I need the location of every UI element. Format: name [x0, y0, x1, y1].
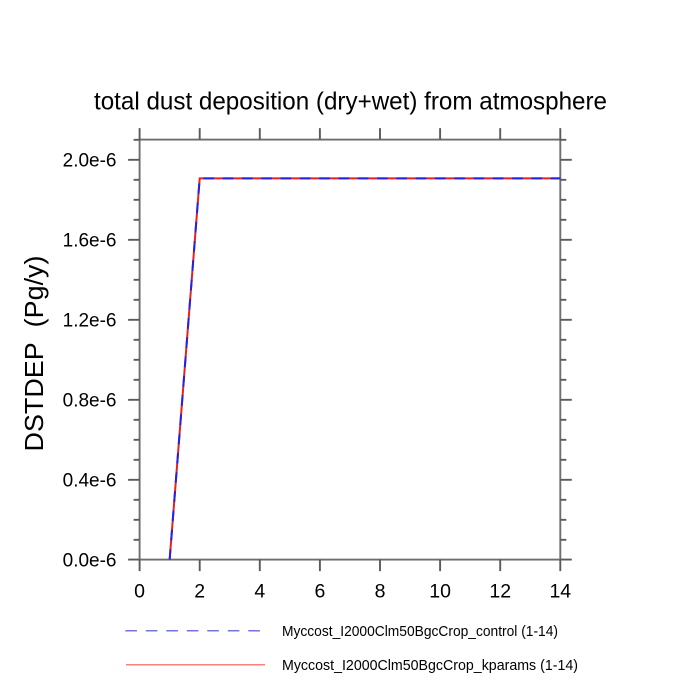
svg-text:12: 12: [489, 581, 511, 603]
svg-text:1.2e-6: 1.2e-6: [63, 311, 117, 332]
svg-text:Myccost_I2000Clm50BgcCrop_cont: Myccost_I2000Clm50BgcCrop_control (1-14): [282, 623, 558, 640]
svg-text:0.0e-6: 0.0e-6: [63, 551, 117, 572]
svg-text:8: 8: [375, 581, 386, 603]
svg-text:2: 2: [194, 581, 205, 603]
svg-text:2.0e-6: 2.0e-6: [63, 151, 117, 172]
svg-text:10: 10: [429, 581, 451, 603]
svg-text:6: 6: [314, 581, 325, 603]
svg-text:DSTDEP (Pg/y): DSTDEP (Pg/y): [21, 256, 49, 452]
svg-text:4: 4: [254, 581, 265, 603]
svg-text:0: 0: [134, 581, 145, 603]
svg-text:0.8e-6: 0.8e-6: [63, 391, 117, 412]
svg-text:0.4e-6: 0.4e-6: [63, 471, 117, 492]
svg-text:total dust deposition (dry+wet: total dust deposition (dry+wet) from atm…: [94, 88, 607, 116]
svg-text:14: 14: [549, 581, 571, 603]
svg-text:Myccost_I2000Clm50BgcCrop_kpar: Myccost_I2000Clm50BgcCrop_kparams (1-14): [282, 657, 578, 674]
svg-text:1.6e-6: 1.6e-6: [63, 231, 117, 252]
